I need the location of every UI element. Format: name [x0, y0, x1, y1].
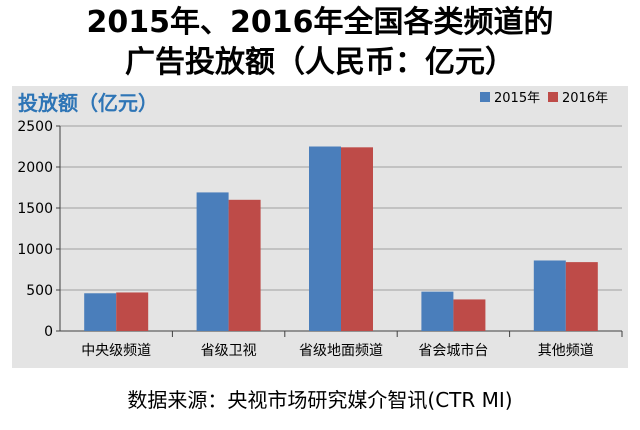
bar-series-1-0 — [84, 293, 117, 331]
x-tick-label: 省级地面频道 — [299, 343, 383, 359]
y-tick-label: 2000 — [17, 160, 53, 176]
y-tick-label: 2500 — [17, 119, 53, 135]
bar-chart: 投放额（亿元） 0 500 1000 1500 2000 2500 中央级频道 省级卫视 省级地面… — [17, 91, 623, 359]
x-tick-label: 省级卫视 — [201, 343, 257, 359]
page-title-line-1: 2015年、2016年全国各类频道的 — [86, 5, 554, 40]
bar-series-1-2 — [309, 146, 341, 331]
y-tick-label: 1000 — [17, 242, 53, 258]
page-title-line-2: 广告投放额（人民币：亿元） — [125, 45, 515, 80]
bar-series-2-2 — [341, 147, 373, 331]
x-tick-label: 省会城市台 — [418, 342, 488, 359]
legend-label-2: 2016年 — [562, 91, 608, 106]
legend-swatch-2 — [548, 92, 558, 102]
source-note: 数据来源：央视市场研究媒介智讯(CTR MI) — [127, 388, 513, 412]
legend-label-1: 2015年 — [494, 91, 540, 106]
y-tick-label: 500 — [26, 283, 53, 299]
bar-series-2-3 — [453, 299, 486, 331]
bar-series-1-3 — [421, 291, 454, 331]
bar-series-2-0 — [116, 292, 149, 331]
chart-panel: 投放额（亿元） 0 500 1000 1500 2000 2500 中央级频道 省级卫视 省级地面… — [12, 86, 628, 368]
y-tick-label: 1500 — [17, 201, 53, 217]
bar-series-2-1 — [228, 199, 261, 331]
bar-series-2-4 — [565, 262, 598, 331]
bar-series-1-1 — [196, 192, 229, 331]
x-tick-label: 中央级频道 — [81, 343, 151, 359]
x-tick-label: 其他频道 — [538, 343, 594, 359]
legend-swatch-1 — [480, 92, 490, 102]
y-tick-label: 0 — [44, 324, 53, 340]
bar-series-1-4 — [533, 260, 566, 331]
y-axis-label: 投放额（亿元） — [18, 91, 158, 115]
